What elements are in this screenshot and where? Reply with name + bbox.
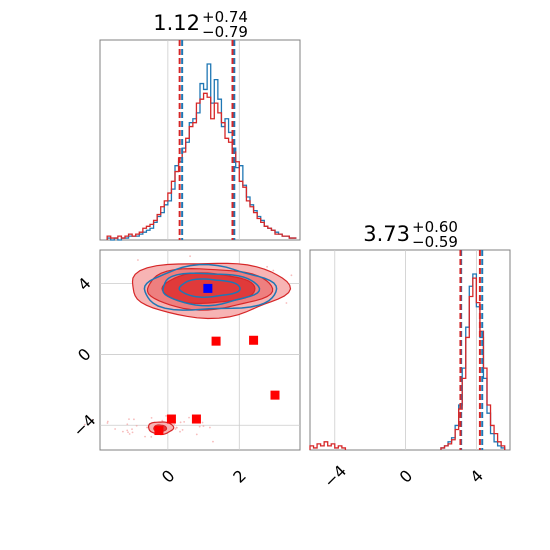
hist-panel-2-title: 3.73 +0.60 −0.59 bbox=[363, 218, 458, 251]
scatter-point bbox=[131, 428, 133, 431]
scatter-point bbox=[198, 425, 201, 428]
scatter-point bbox=[131, 431, 134, 434]
scatter-point bbox=[202, 425, 205, 428]
red-square-marker bbox=[191, 414, 201, 424]
scatter-point bbox=[106, 422, 109, 424]
scatter-point bbox=[128, 418, 130, 421]
scatter-point bbox=[266, 265, 269, 268]
scatter-point bbox=[272, 269, 275, 272]
scatter-point bbox=[174, 428, 177, 430]
hist2-x-tick-label: 0 bbox=[396, 466, 417, 487]
scatter-point bbox=[285, 302, 288, 304]
scatter-x-tick-label: 2 bbox=[229, 466, 250, 487]
scatter-point bbox=[83, 423, 86, 426]
scatter-panel: 0 2 −4 0 4 bbox=[69, 249, 341, 487]
red-square-marker bbox=[154, 426, 164, 436]
scatter-point bbox=[150, 435, 153, 438]
title-2-minus: −0.59 bbox=[412, 233, 458, 251]
scatter-y-tick-label: 4 bbox=[74, 274, 95, 295]
scatter-point bbox=[106, 420, 109, 423]
title-1-plus: +0.74 bbox=[202, 8, 248, 26]
red-square-marker bbox=[249, 335, 259, 345]
scatter-point bbox=[161, 419, 164, 422]
scatter-point bbox=[183, 420, 186, 423]
scatter-point bbox=[208, 426, 211, 429]
scatter-x-tick-label: 0 bbox=[158, 466, 179, 487]
hist-panel-1-frame bbox=[99, 39, 301, 241]
scatter-point bbox=[290, 274, 293, 277]
hist2-red-step bbox=[309, 277, 506, 450]
hist2-x-tick-label: 4 bbox=[466, 466, 487, 487]
hist-panel-1-title: 1.12 +0.74 −0.79 bbox=[153, 8, 248, 41]
scatter-point bbox=[179, 421, 182, 424]
blue-square-marker bbox=[203, 283, 213, 293]
scatter-point bbox=[165, 414, 167, 417]
scatter-point bbox=[126, 423, 129, 426]
red-square-marker bbox=[270, 390, 280, 400]
hist-panel-1: 1.12 +0.74 −0.79 bbox=[99, 8, 301, 241]
hist-panel-2: −4 0 4 3.73 +0.60 −0.59 bbox=[309, 218, 511, 491]
scatter-point bbox=[173, 423, 176, 426]
red-square-marker bbox=[211, 336, 221, 346]
scatter-point bbox=[128, 433, 131, 435]
scatter-point bbox=[91, 418, 94, 421]
scatter-point bbox=[127, 431, 129, 434]
blue-contour-outer bbox=[143, 263, 278, 311]
scatter-point bbox=[114, 428, 117, 430]
red-square-marker bbox=[166, 414, 176, 424]
scatter-y-tick-label: −4 bbox=[69, 411, 99, 441]
scatter-point bbox=[146, 426, 149, 429]
hist1-red-step bbox=[106, 92, 297, 240]
scatter-point bbox=[179, 430, 181, 433]
scatter-point bbox=[195, 433, 198, 436]
scatter-point bbox=[212, 440, 214, 443]
hist2-x-tick-label: −4 bbox=[320, 461, 350, 491]
scatter-point bbox=[144, 435, 146, 438]
scatter-point bbox=[135, 424, 138, 427]
scatter-point bbox=[189, 255, 191, 258]
title-1-value: 1.12 bbox=[153, 11, 200, 35]
scatter-point bbox=[175, 426, 178, 429]
scatter-point bbox=[201, 421, 204, 424]
title-2-plus: +0.60 bbox=[412, 218, 458, 236]
scatter-point bbox=[126, 429, 129, 432]
scatter-y-tick-label: 0 bbox=[74, 344, 95, 365]
scatter-point bbox=[181, 429, 184, 431]
scatter-point bbox=[121, 430, 124, 433]
blue-contour-mid bbox=[162, 272, 261, 307]
title-1-minus: −0.79 bbox=[202, 23, 248, 41]
title-2-value: 3.73 bbox=[363, 222, 410, 246]
scatter-point bbox=[150, 416, 153, 419]
scatter-point bbox=[188, 416, 190, 419]
blue-contour-inner bbox=[178, 278, 241, 298]
scatter-point bbox=[137, 259, 139, 261]
scatter-point bbox=[133, 418, 135, 421]
